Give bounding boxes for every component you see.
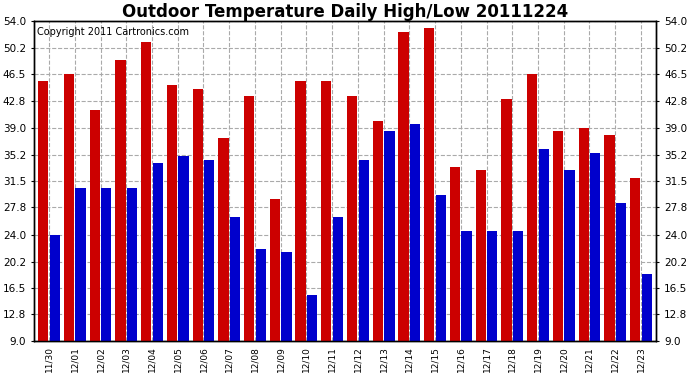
Bar	[539, 149, 549, 341]
Bar	[101, 188, 112, 341]
Title: Outdoor Temperature Daily High/Low 20111224: Outdoor Temperature Daily High/Low 20111…	[122, 3, 568, 21]
Bar	[115, 60, 126, 341]
Bar	[333, 217, 343, 341]
Bar	[322, 81, 331, 341]
Bar	[75, 188, 86, 341]
Bar	[435, 195, 446, 341]
Bar	[527, 74, 538, 341]
Bar	[410, 124, 420, 341]
Bar	[152, 164, 163, 341]
Bar	[295, 81, 306, 341]
Bar	[244, 96, 255, 341]
Bar	[127, 188, 137, 341]
Bar	[424, 28, 435, 341]
Bar	[373, 121, 383, 341]
Bar	[230, 217, 240, 341]
Bar	[307, 295, 317, 341]
Bar	[462, 231, 472, 341]
Bar	[487, 231, 497, 341]
Bar	[590, 153, 600, 341]
Bar	[553, 131, 563, 341]
Bar	[564, 171, 575, 341]
Bar	[167, 85, 177, 341]
Bar	[38, 81, 48, 341]
Bar	[50, 234, 60, 341]
Text: Copyright 2011 Cartronics.com: Copyright 2011 Cartronics.com	[37, 27, 189, 38]
Bar	[347, 96, 357, 341]
Bar	[615, 202, 626, 341]
Bar	[255, 249, 266, 341]
Bar	[604, 135, 615, 341]
Bar	[141, 42, 151, 341]
Bar	[513, 231, 523, 341]
Bar	[630, 178, 640, 341]
Bar	[450, 167, 460, 341]
Bar	[270, 199, 280, 341]
Bar	[218, 138, 228, 341]
Bar	[193, 88, 203, 341]
Bar	[398, 32, 408, 341]
Bar	[475, 171, 486, 341]
Bar	[204, 160, 215, 341]
Bar	[90, 110, 100, 341]
Bar	[578, 128, 589, 341]
Bar	[502, 99, 511, 341]
Bar	[642, 274, 652, 341]
Bar	[384, 131, 395, 341]
Bar	[64, 74, 75, 341]
Bar	[179, 156, 188, 341]
Bar	[359, 160, 368, 341]
Bar	[282, 252, 292, 341]
